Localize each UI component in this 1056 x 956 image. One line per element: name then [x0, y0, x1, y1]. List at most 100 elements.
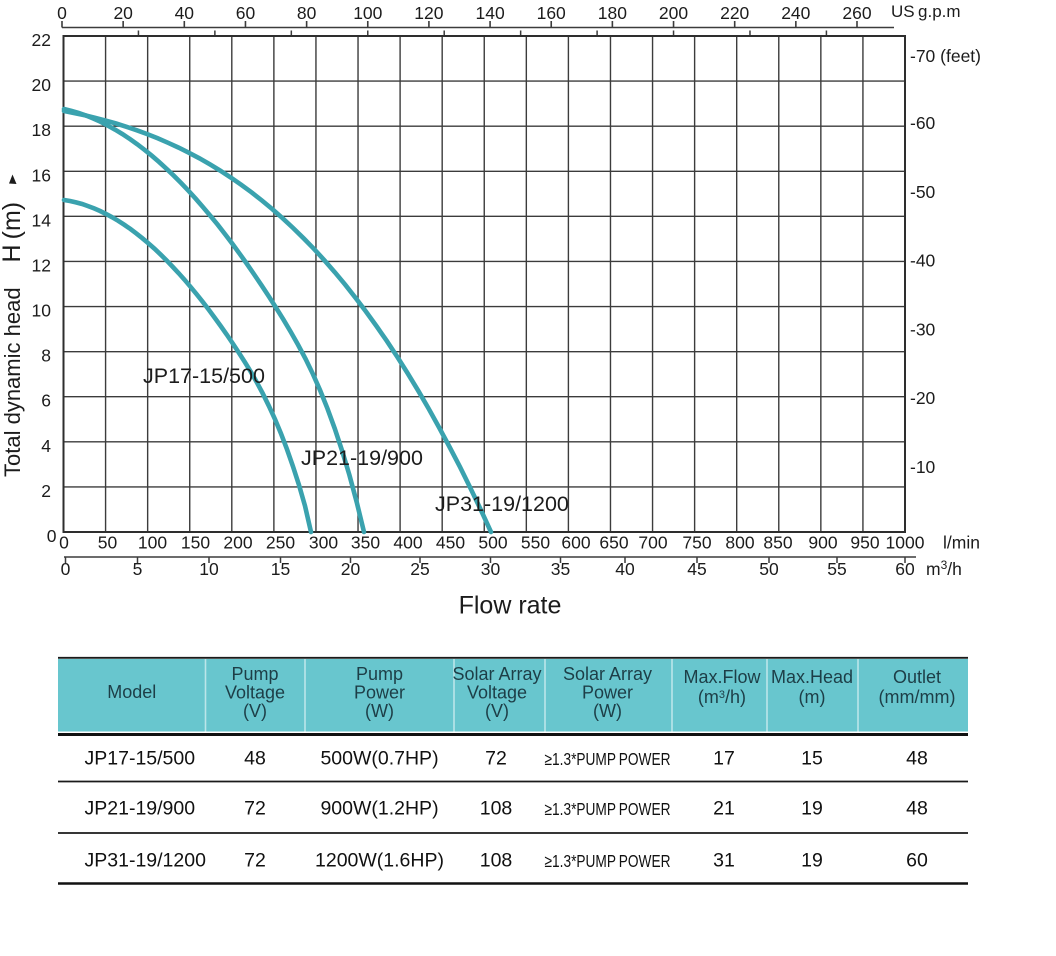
svg-text:0: 0: [47, 526, 57, 546]
svg-text:500W(0.7HP): 500W(0.7HP): [320, 748, 438, 770]
svg-text:JP17-15/500: JP17-15/500: [85, 748, 196, 770]
svg-text:600: 600: [561, 533, 590, 553]
svg-text:6: 6: [41, 391, 51, 411]
svg-text:800: 800: [725, 533, 754, 553]
svg-text:(W): (W): [593, 701, 622, 721]
svg-text:-70 (feet): -70 (feet): [910, 46, 981, 66]
svg-text:450: 450: [436, 533, 465, 553]
svg-text:Power: Power: [354, 683, 405, 703]
svg-text:0: 0: [57, 3, 67, 23]
svg-text:80: 80: [297, 3, 317, 23]
svg-text:22: 22: [32, 30, 51, 50]
svg-text:48: 48: [906, 748, 928, 770]
svg-text:8: 8: [41, 346, 51, 366]
svg-text:200: 200: [223, 533, 252, 553]
svg-text:JP17-15/500: JP17-15/500: [143, 364, 265, 388]
svg-text:-20: -20: [910, 388, 936, 408]
svg-text:60: 60: [906, 850, 928, 872]
svg-text:1200W(1.6HP): 1200W(1.6HP): [315, 850, 444, 872]
svg-text:Model: Model: [107, 682, 156, 702]
svg-text:Outlet: Outlet: [893, 667, 941, 687]
svg-text:160: 160: [537, 3, 566, 23]
svg-text:260: 260: [842, 3, 871, 23]
svg-text:21: 21: [713, 798, 735, 820]
svg-text:60: 60: [895, 559, 915, 579]
svg-text:Solar Array: Solar Array: [452, 664, 541, 684]
svg-text:JP31-19/1200: JP31-19/1200: [85, 850, 207, 872]
svg-text:108: 108: [480, 850, 513, 872]
svg-text:Total dynamic headH (m): Total dynamic headH (m): [0, 202, 26, 477]
svg-text:0: 0: [59, 533, 69, 553]
svg-text:≥1.3*PUMP POWER: ≥1.3*PUMP POWER: [545, 749, 671, 769]
svg-text:150: 150: [181, 533, 210, 553]
svg-text:5: 5: [133, 559, 143, 579]
svg-text:17: 17: [713, 748, 735, 770]
svg-text:25: 25: [410, 559, 429, 579]
svg-text:120: 120: [414, 3, 443, 23]
svg-text:10: 10: [32, 301, 52, 321]
svg-text:140: 140: [475, 3, 504, 23]
svg-text:72: 72: [244, 798, 266, 820]
svg-text:≥1.3*PUMP POWER: ≥1.3*PUMP POWER: [545, 851, 671, 871]
svg-text:35: 35: [551, 559, 570, 579]
svg-text:-50: -50: [910, 182, 936, 202]
svg-text:108: 108: [480, 798, 513, 820]
svg-text:-60: -60: [910, 113, 936, 133]
svg-text:10: 10: [199, 559, 219, 579]
svg-text:45: 45: [687, 559, 706, 579]
svg-text:12: 12: [32, 256, 51, 276]
svg-text:0: 0: [61, 559, 71, 579]
svg-text:15: 15: [271, 559, 290, 579]
svg-text:300: 300: [309, 533, 338, 553]
svg-text:(mm/mm): (mm/mm): [879, 687, 956, 707]
svg-text:18: 18: [32, 120, 51, 140]
svg-text:l/min: l/min: [943, 533, 980, 553]
svg-text:JP21-19/900: JP21-19/900: [301, 446, 423, 470]
svg-text:-40: -40: [910, 251, 936, 271]
svg-text:180: 180: [598, 3, 627, 23]
svg-text:900W(1.2HP): 900W(1.2HP): [320, 798, 438, 820]
svg-text:650: 650: [599, 533, 628, 553]
svg-text:19: 19: [801, 850, 823, 872]
svg-text:-10: -10: [910, 457, 936, 477]
svg-text:(m3/h): (m3/h): [698, 687, 746, 707]
svg-text:950: 950: [850, 533, 879, 553]
svg-text:750: 750: [682, 533, 711, 553]
svg-text:700: 700: [638, 533, 667, 553]
svg-text:Pump: Pump: [356, 664, 403, 684]
svg-text:240: 240: [781, 3, 810, 23]
svg-text:900: 900: [808, 533, 837, 553]
svg-text:19: 19: [801, 798, 823, 820]
svg-text:(V): (V): [243, 701, 267, 721]
svg-text:Pump: Pump: [231, 664, 278, 684]
svg-text:50: 50: [98, 533, 118, 553]
svg-text:JP21-19/900: JP21-19/900: [85, 798, 196, 820]
svg-text:250: 250: [266, 533, 295, 553]
svg-text:72: 72: [485, 748, 507, 770]
svg-text:1000: 1000: [886, 533, 925, 553]
svg-text:500: 500: [478, 533, 507, 553]
svg-text:(W): (W): [365, 701, 394, 721]
svg-text:-30: -30: [910, 319, 936, 339]
svg-text:55: 55: [827, 559, 846, 579]
svg-text:40: 40: [615, 559, 635, 579]
svg-text:4: 4: [41, 436, 51, 456]
svg-text:100: 100: [353, 3, 382, 23]
svg-text:550: 550: [521, 533, 550, 553]
svg-text:Flow rate: Flow rate: [459, 592, 562, 620]
svg-text:60: 60: [236, 3, 256, 23]
svg-text:Max.Head: Max.Head: [771, 667, 853, 687]
svg-text:m3/h: m3/h: [926, 558, 962, 579]
svg-text:48: 48: [906, 798, 928, 820]
svg-text:Power: Power: [582, 683, 633, 703]
svg-text:350: 350: [351, 533, 380, 553]
svg-text:48: 48: [244, 748, 266, 770]
svg-text:31: 31: [713, 850, 735, 872]
svg-text:Max.Flow: Max.Flow: [683, 667, 761, 687]
svg-text:(m): (m): [799, 687, 826, 707]
svg-text:40: 40: [175, 3, 195, 23]
svg-text:Solar Array: Solar Array: [563, 664, 652, 684]
svg-text:200: 200: [659, 3, 688, 23]
svg-text:15: 15: [801, 748, 823, 770]
svg-text:850: 850: [763, 533, 792, 553]
